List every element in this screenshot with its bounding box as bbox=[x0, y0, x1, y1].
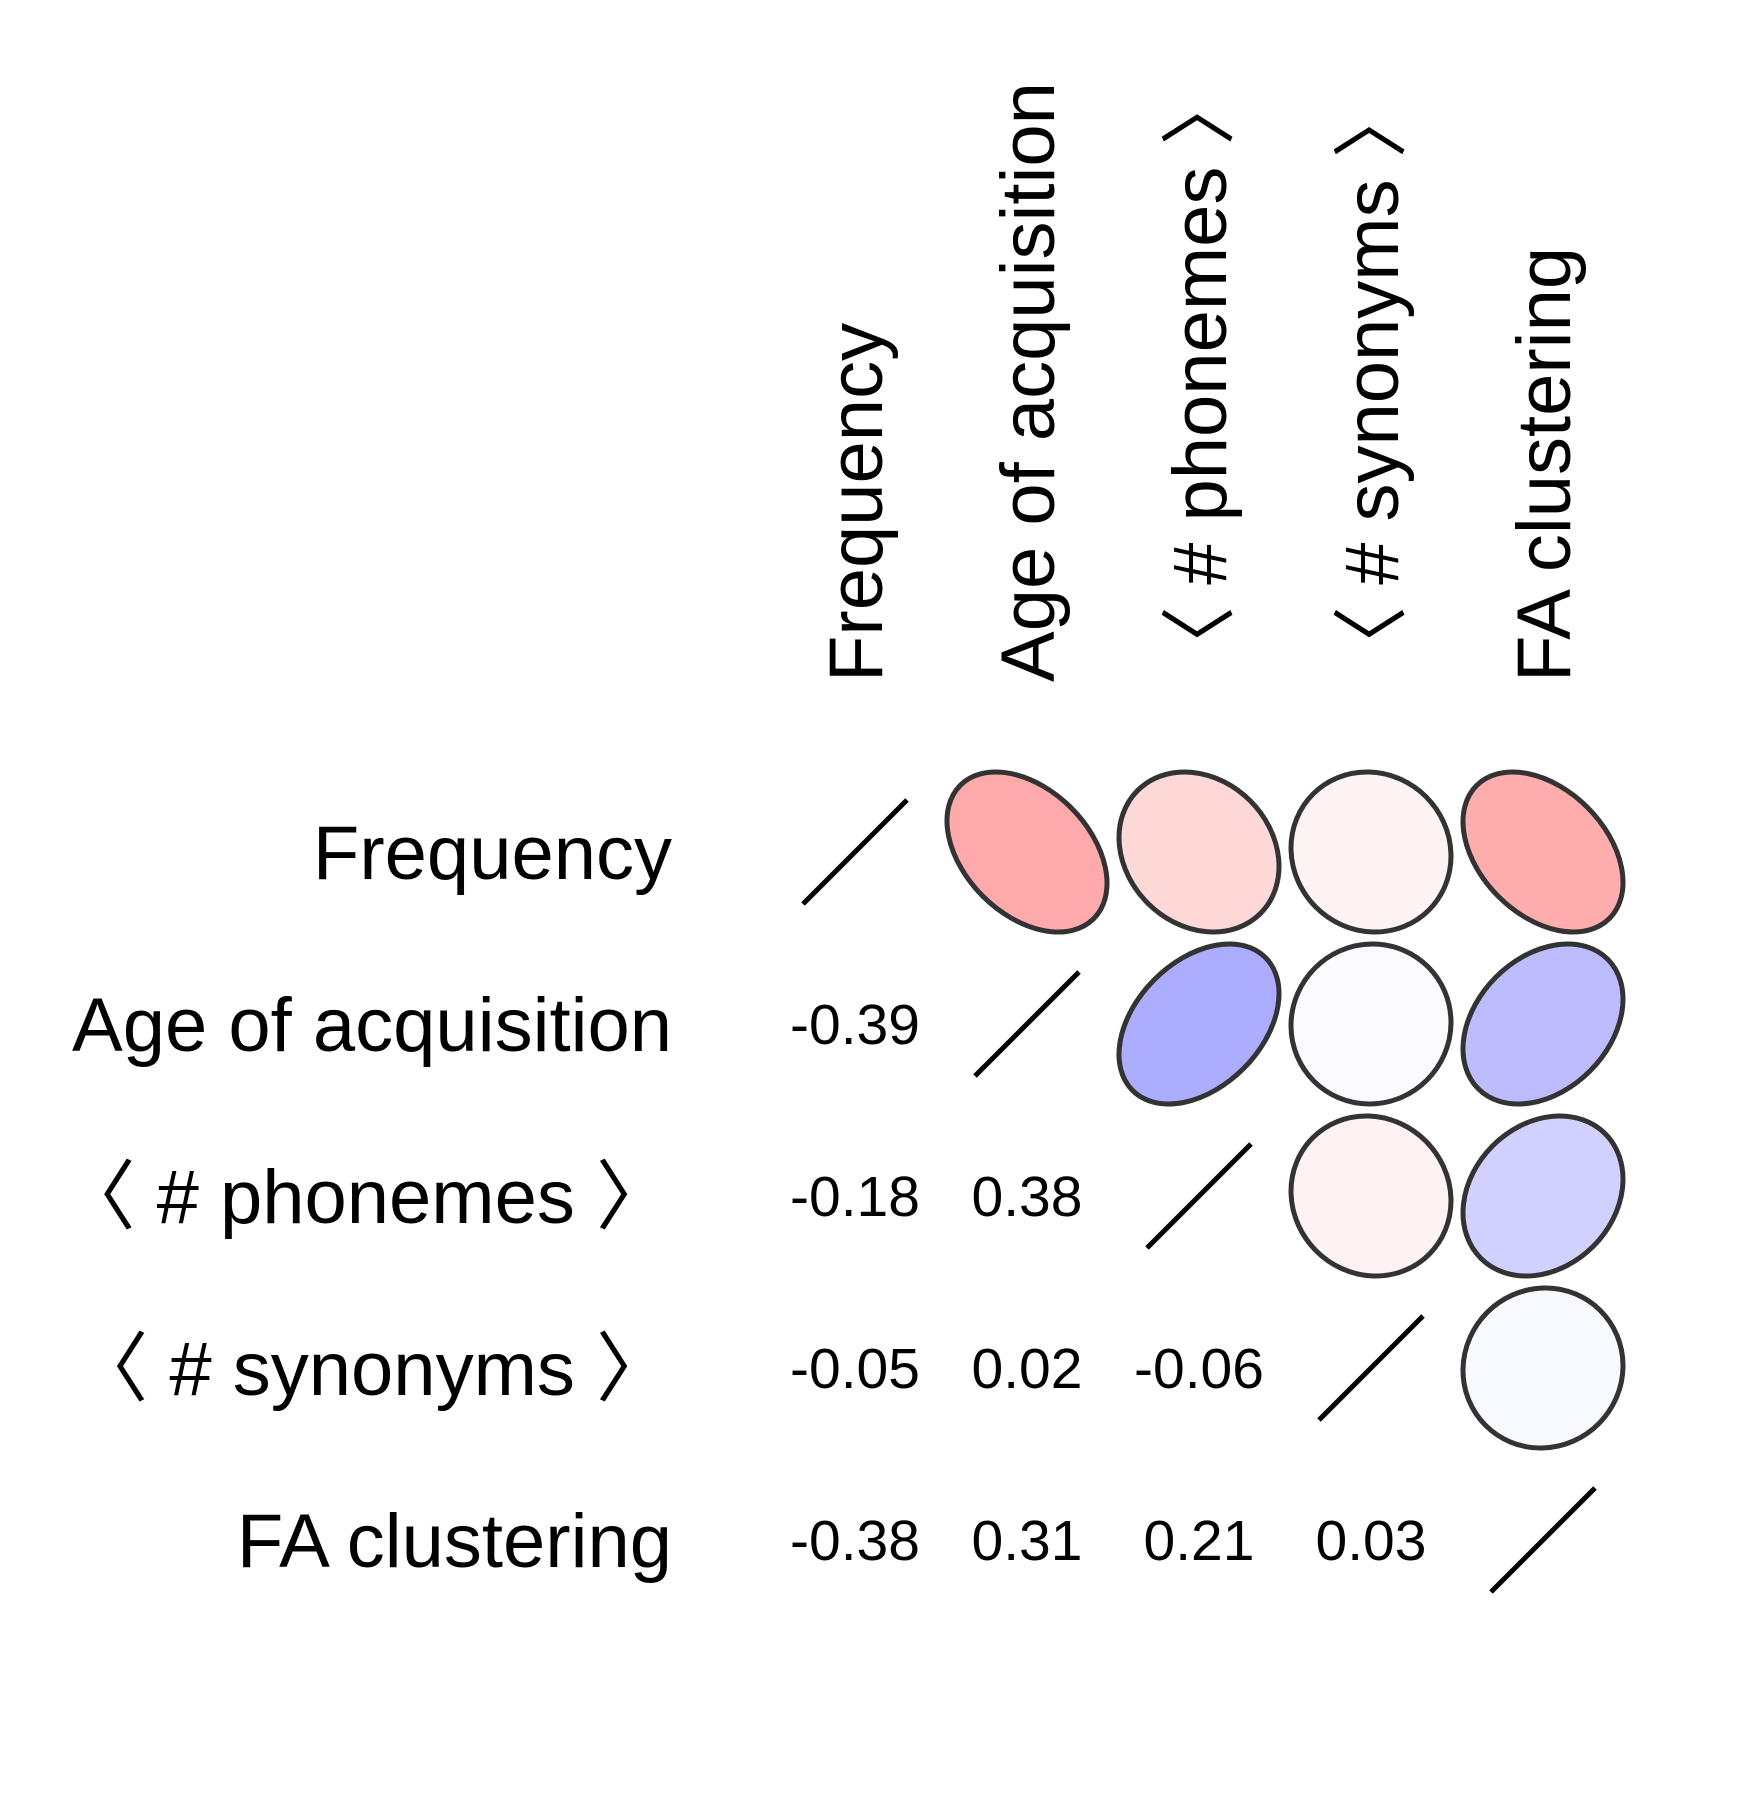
ellipse-phonemes-vs-synonyms bbox=[1288, 1113, 1454, 1279]
ellipse-frequency-vs-synonyms bbox=[1288, 769, 1454, 935]
diagonal-line-frequency bbox=[801, 798, 909, 906]
ellipse-frequency-vs-age-of-acquisition bbox=[944, 769, 1110, 935]
column-labels: Frequency Age of acquisition 〈 # phonemes … bbox=[814, 69, 1587, 682]
column-label-synonyms: 〈 # synonyms 〉 bbox=[1330, 82, 1415, 682]
diagonal-line-fa-clustering bbox=[1489, 1486, 1597, 1594]
ellipse-age-of-acquisition-vs-phonemes bbox=[1116, 941, 1282, 1107]
row-label-phonemes: 〈 # phonemes 〉 bbox=[59, 1155, 672, 1240]
column-label-age-of-acquisition: Age of acquisition bbox=[986, 82, 1071, 682]
column-label-frequency: Frequency bbox=[814, 323, 899, 682]
ellipse-age-of-acquisition-vs-synonyms bbox=[1288, 941, 1454, 1107]
diagonal-line-age-of-acquisition bbox=[973, 970, 1081, 1078]
ellipse-age-of-acquisition-vs-fa-clustering bbox=[1460, 941, 1626, 1107]
column-label-phonemes: 〈 # phonemes 〉 bbox=[1158, 69, 1243, 682]
ellipse-phonemes-vs-fa-clustering bbox=[1460, 1113, 1626, 1279]
coefficient-label-synonyms-vs-frequency: -0.05 bbox=[790, 1337, 920, 1401]
ellipse-frequency-vs-fa-clustering bbox=[1460, 769, 1626, 935]
column-label-fa-clustering: FA clustering bbox=[1502, 247, 1587, 682]
ellipse-frequency-vs-phonemes bbox=[1116, 769, 1282, 935]
ellipse-synonyms-vs-fa-clustering bbox=[1460, 1285, 1626, 1451]
coefficient-label-phonemes-vs-age-of-acquisition: 0.38 bbox=[972, 1165, 1083, 1229]
row-label-age-of-acquisition: Age of acquisition bbox=[72, 983, 672, 1068]
coefficient-label-fa-clustering-vs-frequency: -0.38 bbox=[790, 1509, 920, 1573]
row-label-fa-clustering: FA clustering bbox=[237, 1499, 672, 1584]
row-label-synonyms: 〈 # synonyms 〉 bbox=[72, 1327, 672, 1412]
diagonal-line-synonyms bbox=[1317, 1314, 1425, 1422]
coefficient-label-fa-clustering-vs-phonemes: 0.21 bbox=[1144, 1509, 1255, 1573]
coefficient-label-fa-clustering-vs-age-of-acquisition: 0.31 bbox=[972, 1509, 1083, 1573]
row-label-frequency: Frequency bbox=[313, 811, 672, 896]
diagonal-line-phonemes bbox=[1145, 1142, 1253, 1250]
coefficient-label-synonyms-vs-phonemes: -0.06 bbox=[1134, 1337, 1264, 1401]
row-labels: Frequency Age of acquisition 〈 # phonemes … bbox=[59, 811, 672, 1584]
coefficient-label-fa-clustering-vs-synonyms: 0.03 bbox=[1316, 1509, 1427, 1573]
coefficient-label-age-of-acquisition-vs-frequency: -0.39 bbox=[790, 993, 920, 1057]
coefficient-label-phonemes-vs-frequency: -0.18 bbox=[790, 1165, 920, 1229]
coefficient-label-synonyms-vs-age-of-acquisition: 0.02 bbox=[972, 1337, 1083, 1401]
matrix-cells: -0.39 -0.18 0.38 -0.05 0.02 -0.06 -0.38 0.31 0.2… bbox=[790, 769, 1626, 1594]
